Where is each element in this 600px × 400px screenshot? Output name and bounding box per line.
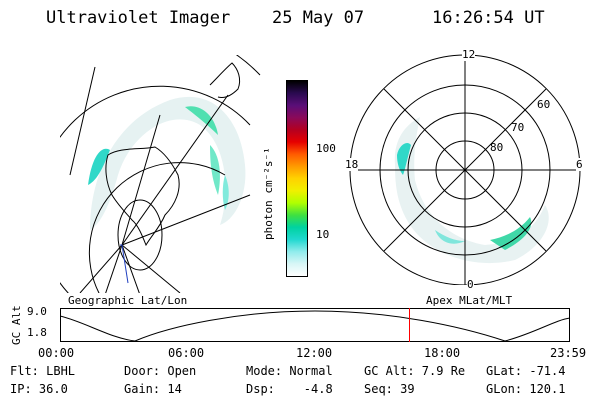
mode-status: Mode: Normal bbox=[246, 364, 333, 378]
mlt-label-6: 6 bbox=[576, 158, 583, 171]
timeline-ylabel: GC Alt bbox=[10, 305, 23, 345]
meridian-diag-2 bbox=[383, 88, 547, 252]
mlat-label-70: 70 bbox=[511, 121, 525, 134]
ip-status: IP: 36.0 bbox=[10, 382, 68, 396]
gc-alt-status: GC Alt: 7.9 Re bbox=[364, 364, 466, 378]
mlt-label-0: 0 bbox=[467, 278, 474, 291]
dsp-status: Dsp: -4.8 bbox=[246, 382, 333, 396]
continent-outline bbox=[105, 146, 180, 247]
time-label: 16:26:54 UT bbox=[432, 8, 545, 28]
door-status: Door: Open bbox=[124, 364, 197, 378]
gain-status: Gain: 14 bbox=[124, 382, 182, 396]
seq-status: Seq: 39 bbox=[364, 382, 415, 396]
magnetic-caption: Apex MLat/MLT bbox=[426, 294, 513, 307]
mlat-label-60: 60 bbox=[537, 98, 551, 111]
filter-status: Flt: LBHL bbox=[10, 364, 76, 378]
colorbar-label: photon cm⁻²s⁻¹ bbox=[262, 147, 275, 240]
mlt-label-12: 12 bbox=[462, 48, 476, 61]
magnetic-image-panel bbox=[349, 54, 581, 285]
colorbar-tick-10: 10 bbox=[316, 228, 330, 241]
timeline-xtick-2359: 23:59 bbox=[550, 346, 587, 360]
colorbar bbox=[286, 80, 308, 277]
mlt-label-18: 18 bbox=[345, 158, 359, 171]
auroral-oval-mag bbox=[394, 117, 549, 264]
timeline-xtick-1200: 12:00 bbox=[296, 346, 333, 360]
glat-status: GLat: -71.4 bbox=[486, 364, 566, 378]
date-label: 25 May 07 bbox=[272, 8, 365, 28]
timeline-xtick-0000: 00:00 bbox=[38, 346, 75, 360]
gc-altitude-timeline bbox=[60, 308, 571, 342]
timeline-xtick-1800: 18:00 bbox=[424, 346, 461, 360]
colorbar-tick-100: 100 bbox=[316, 142, 336, 155]
geographic-caption: Geographic Lat/Lon bbox=[68, 294, 188, 307]
island-outline bbox=[209, 62, 241, 98]
geographic-image-panel bbox=[60, 55, 261, 293]
mlat-label-80: 80 bbox=[490, 141, 504, 154]
timeline-xtick-0600: 06:00 bbox=[168, 346, 205, 360]
geo-latitude-grid bbox=[60, 55, 261, 293]
instrument-title: Ultraviolet Imager bbox=[46, 8, 231, 28]
timeline-ytick-1-8: 1.8 bbox=[27, 326, 47, 339]
glon-status: GLon: 120.1 bbox=[486, 382, 566, 396]
timeline-ytick-9: 9.0 bbox=[27, 305, 47, 318]
